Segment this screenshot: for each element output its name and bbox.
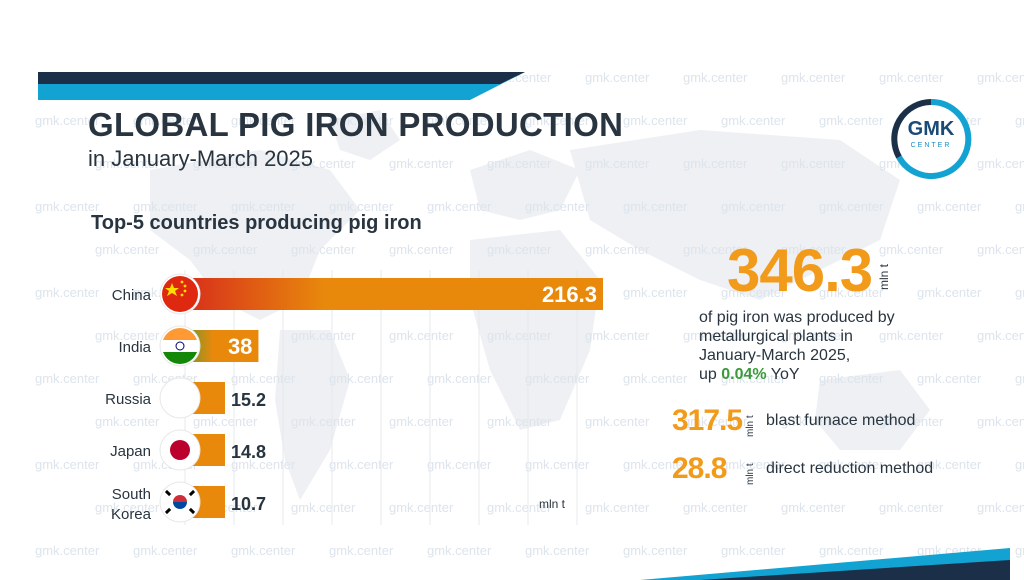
south-korea-flag-icon [159, 481, 201, 523]
japan-flag-icon [159, 429, 201, 471]
desc-line-2: metallurgical plants in [699, 328, 853, 345]
value-label: 38 [228, 334, 252, 359]
growth-percent: 0.04% [721, 366, 767, 383]
page-title: GLOBAL PIG IRON PRODUCTION [88, 106, 624, 143]
chart-unit-label: mln t [539, 497, 566, 511]
logo-subtext: CENTER [910, 142, 952, 149]
blast-furnace-value: 317.5 [672, 404, 743, 437]
blast-furnace-label: blast furnace method [766, 412, 916, 429]
value-label: 15.2 [231, 390, 266, 410]
value-label: 10.7 [231, 494, 266, 514]
desc-line-1: of pig iron was produced by [699, 309, 895, 326]
value-label: 216.3 [542, 282, 597, 307]
direct-reduction-label: direct reduction method [766, 460, 934, 477]
direct-reduction-value: 28.8 [672, 452, 727, 485]
chart-title: Top-5 countries producing pig iron [91, 212, 422, 234]
total-production-unit: mln t [877, 263, 891, 290]
desc-up: up [699, 366, 722, 383]
category-label: South [112, 486, 151, 503]
desc-line-3: January-March 2025, [699, 347, 851, 364]
top-stripe [38, 72, 525, 100]
category-label: Japan [110, 443, 151, 460]
china-flag-icon [159, 273, 201, 315]
bar-china [175, 278, 603, 310]
gmk-center-logo: GMK CENTER [890, 98, 972, 180]
total-production-description: of pig iron was produced by metallurgica… [699, 308, 959, 384]
category-label: India [118, 339, 151, 356]
blast-furnace-unit: mln t [745, 415, 756, 437]
total-production-value: 346.3 [727, 237, 873, 304]
desc-yoy: YoY [766, 366, 800, 383]
value-label: 14.8 [231, 442, 266, 462]
category-label: Russia [105, 391, 152, 408]
category-label: China [112, 287, 152, 304]
page-subtitle: in January-March 2025 [88, 146, 314, 171]
russia-flag-icon [159, 377, 201, 419]
desc-line-4: up 0.04% YoY [699, 365, 959, 384]
direct-reduction-unit: mln t [745, 463, 756, 485]
logo-ring-icon [891, 98, 972, 179]
logo-text: GMK [907, 118, 955, 140]
category-label: Korea [111, 506, 152, 523]
india-flag-icon [159, 325, 201, 367]
